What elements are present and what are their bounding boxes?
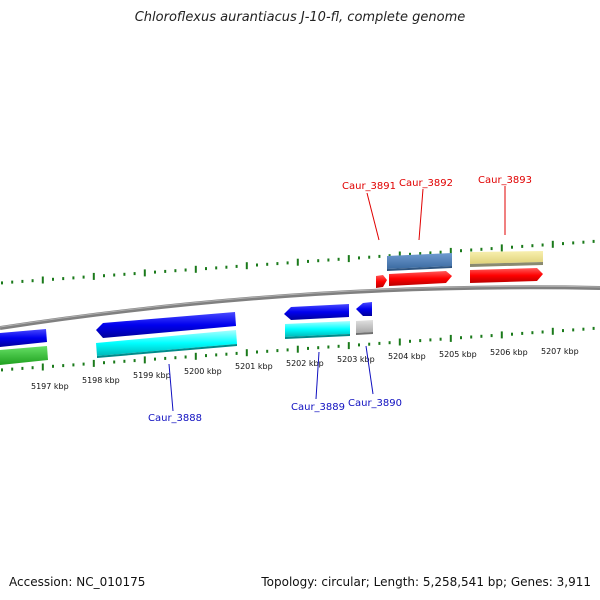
gene-label-caur-3892[interactable]: Caur_3892 [399,178,453,189]
scale-label: 5205 kbp [439,350,477,359]
scale-label: 5199 kbp [133,371,171,380]
leader-line-caur-3889 [315,351,320,400]
gene-caur-3892-arrow[interactable] [389,271,452,286]
scale-label: 5206 kbp [490,348,528,357]
inner-tick-track [1,326,595,372]
gene-label-caur-3888[interactable]: Caur_3888 [148,413,202,424]
scale-label: 5197 kbp [31,382,69,391]
genome-backbone [0,285,600,330]
feature-left-edge-green[interactable] [0,346,48,365]
gene-label-caur-3893[interactable]: Caur_3893 [478,175,532,186]
feature-gray-shadow [356,332,373,335]
scale-label: 5207 kbp [541,347,579,356]
gene-caur-3888-arrow[interactable] [96,312,236,338]
gene-caur-3893-arrow[interactable] [470,268,543,283]
gene-caur-3890-arrow[interactable] [356,302,372,316]
scale-label: 5198 kbp [82,376,120,385]
feature-khaki-caur-3893[interactable] [470,251,543,264]
scale-label: 5202 kbp [286,359,324,368]
gene-small-red-arrow[interactable] [376,275,387,288]
leader-line-caur-3890 [365,345,374,395]
leader-line-caur-3892 [418,188,424,241]
scale-label: 5203 kbp [337,355,375,364]
forward-gene-labels: Caur_3891 Caur_3892 Caur_3893 [342,175,532,241]
leader-line-caur-3891 [366,192,380,241]
forward-strand-features [376,251,543,288]
gene-label-caur-3889[interactable]: Caur_3889 [291,402,345,413]
accession-label: Accession: NC_010175 [9,575,146,589]
feature-steelblue-caur-3892[interactable] [387,253,452,269]
feature-cyan-shadow [97,344,237,358]
feature-cyan-caur-3888[interactable] [96,330,237,356]
scale-label: 5200 kbp [184,367,222,376]
gene-label-caur-3891[interactable]: Caur_3891 [342,181,396,192]
feature-cyan-shadow-2 [285,334,350,339]
feature-gray-caur-3890[interactable] [356,320,373,333]
scale-label: 5201 kbp [235,362,273,371]
scale-labels: 5197 kbp 5198 kbp 5199 kbp 5200 kbp 5201… [31,347,579,391]
leader-line-caur-3888 [168,363,174,412]
feature-cyan-caur-3889[interactable] [285,321,350,337]
feature-khaki-shadow [470,262,543,267]
genome-summary: Topology: circular; Length: 5,258,541 bp… [261,575,591,589]
outer-tick-track [1,239,595,285]
gene-left-edge-blue-arrow[interactable] [0,329,47,347]
scale-label: 5204 kbp [388,352,426,361]
genome-backbone-highlight [0,285,600,328]
map-title: Chloroflexus aurantiacus J-10-fl, comple… [134,10,466,25]
reverse-strand-features [0,302,373,365]
feature-steelblue-shadow [387,266,452,271]
reverse-gene-labels: Caur_3888 Caur_3889 Caur_3890 [148,345,402,424]
gene-label-caur-3890[interactable]: Caur_3890 [348,398,402,409]
gene-caur-3889-arrow[interactable] [284,304,349,320]
